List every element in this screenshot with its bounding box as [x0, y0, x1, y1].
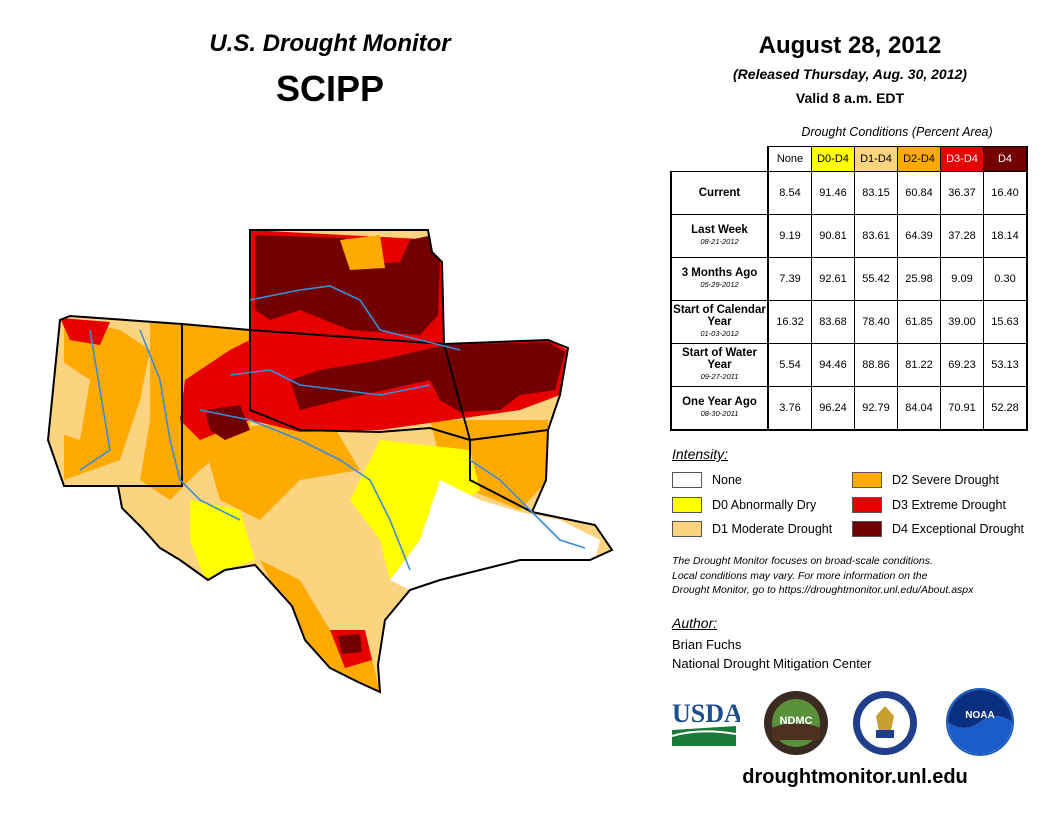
- table-cell: 91.46: [811, 171, 855, 215]
- legend-swatch: [852, 521, 882, 537]
- legend-item-d4: D4 Exceptional Drought: [852, 521, 1024, 537]
- commerce-seal-logo: [853, 691, 917, 755]
- usda-logo: USDA: [671, 699, 740, 746]
- released-date: (Released Thursday, Aug. 30, 2012): [733, 66, 967, 82]
- table-row: Last Week 08-21-2012 9.19 90.81 83.61 64.…: [670, 214, 1028, 258]
- row-label: Start of Water Year 09-27-2011: [670, 343, 769, 387]
- row-label: One Year Ago 08-30-2011: [670, 386, 769, 431]
- table-cell: 60.84: [897, 171, 941, 215]
- column-header-d0-d4: D0-D4: [811, 146, 855, 172]
- table-header-row: None D0-D4 D1-D4 D2-D4 D3-D4 D4: [671, 146, 1028, 172]
- table-cell: 7.39: [767, 257, 812, 301]
- map-date: August 28, 2012: [758, 32, 942, 59]
- legend-item-d2: D2 Severe Drought: [852, 472, 999, 488]
- table-cell: 78.40: [854, 300, 898, 344]
- column-header-d4: D4: [983, 146, 1028, 172]
- svg-text:NDMC: NDMC: [780, 715, 813, 727]
- legend-swatch: [852, 472, 882, 488]
- table-corner: [671, 147, 768, 172]
- table-cell: 81.22: [897, 343, 941, 387]
- disclaimer-text: The Drought Monitor focuses on broad-sca…: [672, 555, 974, 596]
- table-cell: 18.14: [983, 214, 1028, 258]
- website-url: droughtmonitor.unl.edu: [742, 766, 968, 788]
- table-caption: Drought Conditions (Percent Area): [801, 125, 993, 139]
- table-cell: 9.09: [940, 257, 984, 301]
- legend-item-d1: D1 Moderate Drought: [672, 521, 832, 537]
- table-cell: 37.28: [940, 214, 984, 258]
- table-cell: 70.91: [940, 386, 984, 431]
- table-cell: 8.54: [767, 171, 812, 215]
- map-region-name: SCIPP: [275, 68, 385, 109]
- valid-time: Valid 8 a.m. EDT: [795, 90, 905, 106]
- table-cell: 96.24: [811, 386, 855, 431]
- table-row: 3 Months Ago 05-29-2012 7.39 92.61 55.42 …: [670, 257, 1028, 301]
- legend-swatch: [852, 497, 882, 513]
- table-cell: 90.81: [811, 214, 855, 258]
- table-cell: 25.98: [897, 257, 941, 301]
- table-cell: 55.42: [854, 257, 898, 301]
- svg-text:USDA: USDA: [672, 699, 740, 728]
- table-cell: 0.30: [983, 257, 1028, 301]
- legend-swatch: [672, 472, 702, 488]
- legend-item-d3: D3 Extreme Drought: [852, 497, 1006, 513]
- table-cell: 61.85: [897, 300, 941, 344]
- legend-item-none: None: [672, 472, 742, 488]
- table-row: One Year Ago 08-30-2011 3.76 96.24 92.79 …: [670, 386, 1028, 431]
- table-cell: 92.79: [854, 386, 898, 431]
- table-cell: 5.54: [767, 343, 812, 387]
- author-name: Brian Fuchs: [672, 637, 742, 652]
- table-cell: 52.28: [983, 386, 1028, 431]
- table-cell: 64.39: [897, 214, 941, 258]
- table-row: Start of Water Year 09-27-2011 5.54 94.46…: [670, 343, 1028, 387]
- author-organization: National Drought Mitigation Center: [672, 656, 872, 671]
- row-label: Last Week 08-21-2012: [670, 214, 769, 258]
- legend-swatch: [672, 521, 702, 537]
- row-label: Current: [670, 171, 769, 215]
- table-cell: 83.68: [811, 300, 855, 344]
- column-header-d3-d4: D3-D4: [940, 146, 984, 172]
- legend-title: Intensity:: [672, 446, 729, 462]
- noaa-logo: NOAA: [946, 688, 1014, 756]
- table-cell: 16.40: [983, 171, 1028, 215]
- legend-item-d0: D0 Abnormally Dry: [672, 497, 816, 513]
- table-cell: 88.86: [854, 343, 898, 387]
- drought-conditions-table: None D0-D4 D1-D4 D2-D4 D3-D4 D4 Current …: [670, 146, 1028, 431]
- table-cell: 69.23: [940, 343, 984, 387]
- table-cell: 16.32: [767, 300, 812, 344]
- table-row: Current 8.54 91.46 83.15 60.84 36.37 16.…: [670, 171, 1028, 215]
- table-row: Start of Calendar Year 01-03-2012 16.32 8…: [670, 300, 1028, 344]
- column-header-none: None: [767, 146, 812, 172]
- row-label: Start of Calendar Year 01-03-2012: [670, 300, 769, 344]
- table-cell: 39.00: [940, 300, 984, 344]
- table-cell: 94.46: [811, 343, 855, 387]
- column-header-d1-d4: D1-D4: [854, 146, 898, 172]
- table-cell: 15.63: [983, 300, 1028, 344]
- author-heading: Author:: [672, 615, 718, 631]
- table-cell: 9.19: [767, 214, 812, 258]
- svg-text:NOAA: NOAA: [965, 710, 994, 721]
- legend-swatch: [672, 497, 702, 513]
- table-cell: 83.61: [854, 214, 898, 258]
- table-cell: 92.61: [811, 257, 855, 301]
- table-cell: 36.37: [940, 171, 984, 215]
- ndmc-logo: NDMC: [764, 691, 828, 755]
- table-cell: 3.76: [767, 386, 812, 431]
- table-cell: 53.13: [983, 343, 1028, 387]
- table-cell: 83.15: [854, 171, 898, 215]
- column-header-d2-d4: D2-D4: [897, 146, 941, 172]
- row-label: 3 Months Ago 05-29-2012: [670, 257, 769, 301]
- map-title: U.S. Drought Monitor: [209, 30, 451, 57]
- table-cell: 84.04: [897, 386, 941, 431]
- drought-map: [46, 229, 614, 694]
